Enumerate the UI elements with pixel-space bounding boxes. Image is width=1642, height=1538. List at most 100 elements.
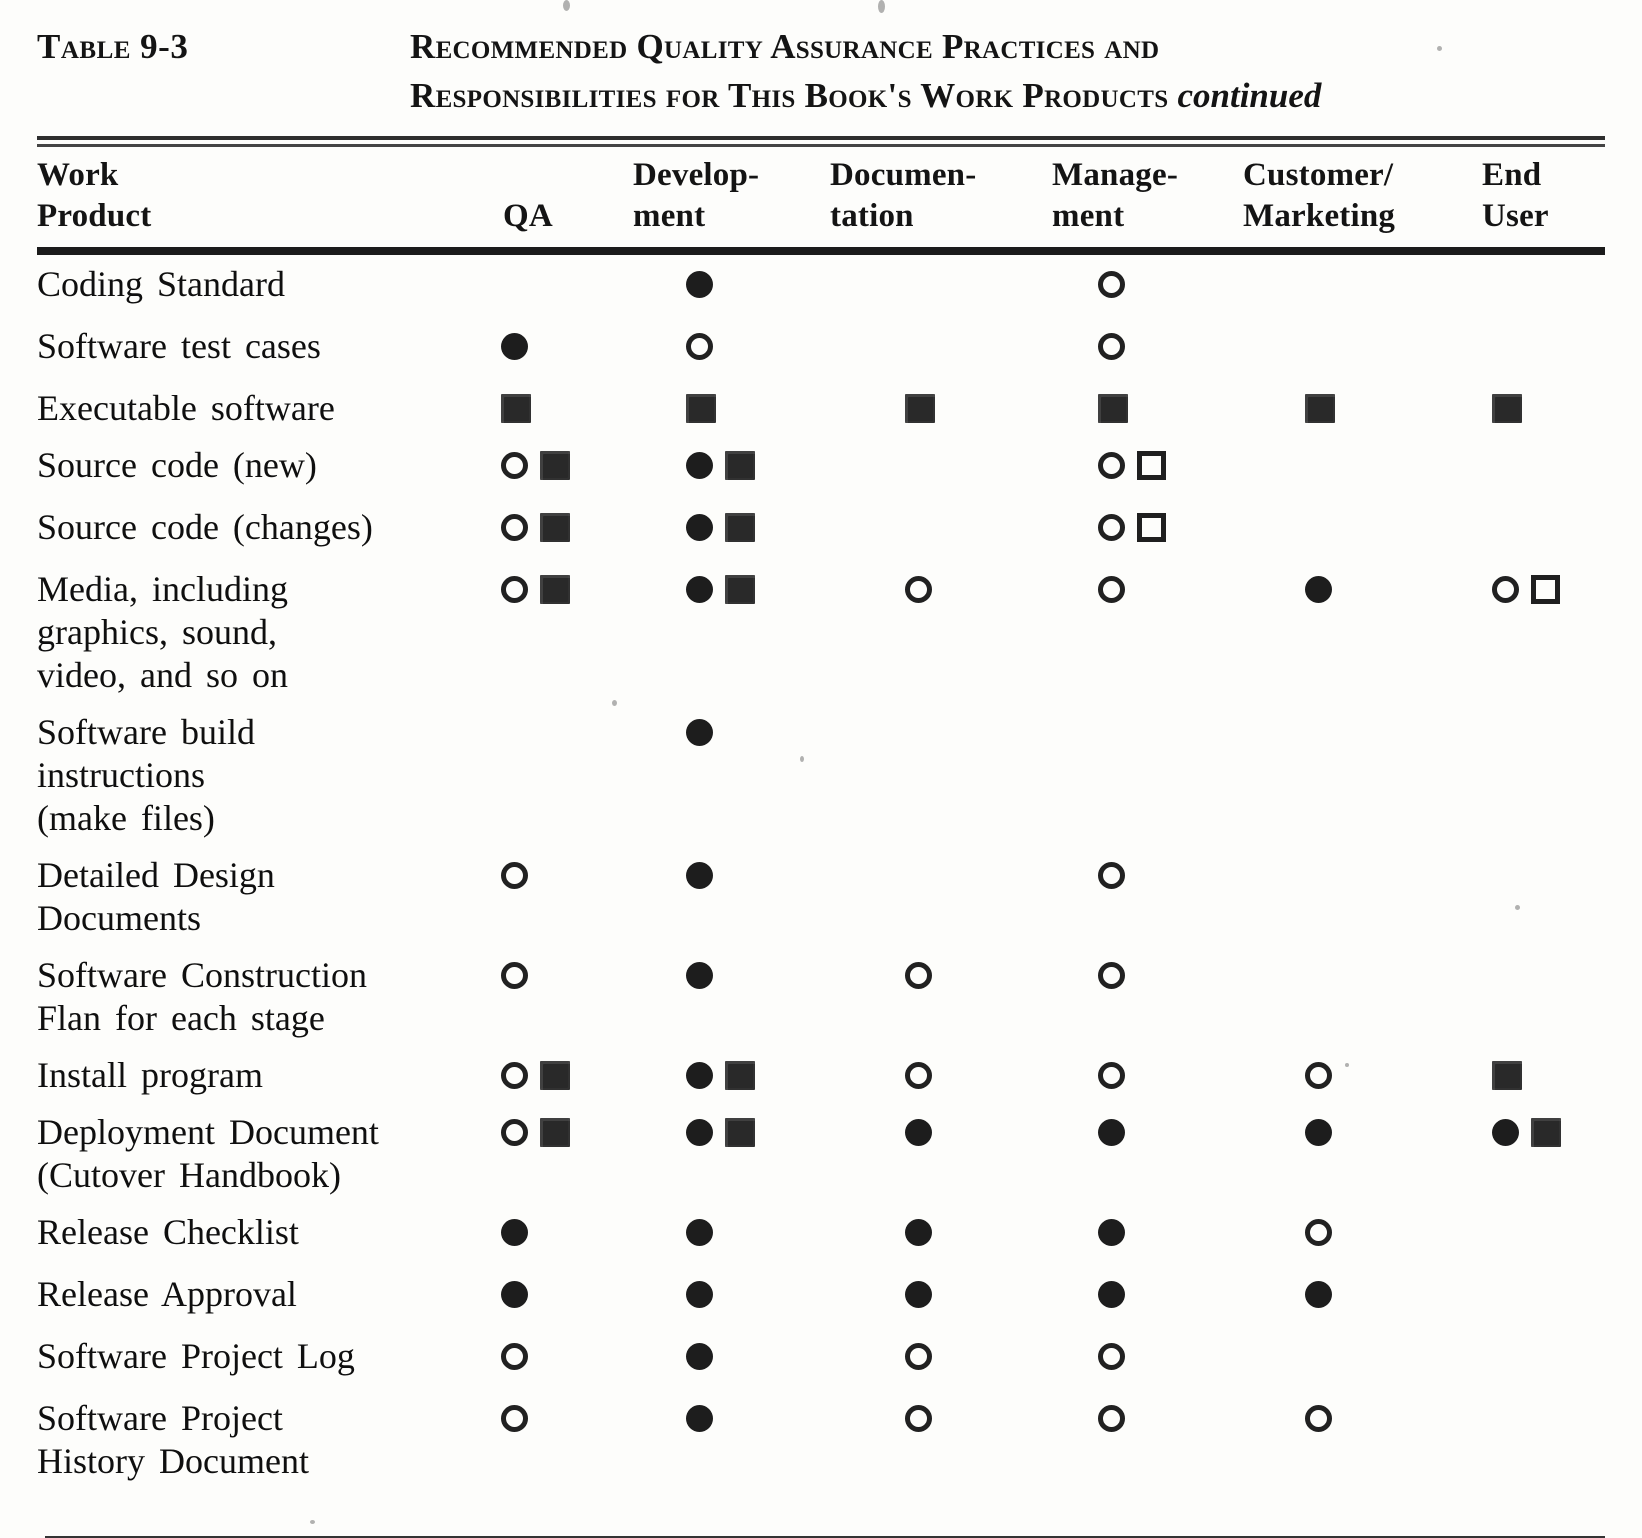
work-product-line: instructions xyxy=(37,755,205,795)
filled-circle-icon xyxy=(501,1219,528,1246)
scan-speckle xyxy=(800,756,804,762)
symbol-group xyxy=(1492,1111,1561,1154)
cell-qa xyxy=(495,1054,628,1097)
table-row: Source code (new) xyxy=(37,437,1605,499)
work-product-line: Source code (new) xyxy=(37,445,317,485)
symbol-group xyxy=(501,325,528,368)
open-circle-icon xyxy=(1305,1219,1332,1246)
header-line: ment xyxy=(633,198,706,234)
filled-square-icon xyxy=(725,513,755,542)
filled-square-icon xyxy=(686,394,716,423)
filled-square-icon xyxy=(540,513,570,542)
header-line xyxy=(503,155,628,196)
symbol-group xyxy=(501,854,528,897)
filled-square-icon xyxy=(540,451,570,480)
symbol-group xyxy=(686,1111,755,1154)
symbol-group xyxy=(1098,854,1125,897)
table-title-line1: Recommended Quality Assurance Practices … xyxy=(410,27,1160,66)
table-row: Executable software xyxy=(37,380,1605,437)
symbol-group xyxy=(905,1111,932,1154)
open-circle-icon xyxy=(1098,576,1125,603)
filled-square-icon xyxy=(1492,394,1522,423)
cell-documentation xyxy=(825,954,1048,1040)
table-row: Software build instructions (make files) xyxy=(37,704,1605,847)
symbol-group xyxy=(686,1397,713,1440)
work-product-line: (make files) xyxy=(37,798,215,838)
scan-speckle xyxy=(1437,46,1442,51)
symbol-group xyxy=(905,1054,932,1097)
cell-customer-marketing xyxy=(1240,1111,1478,1197)
cell-documentation xyxy=(825,1335,1048,1383)
work-product-name: Deployment Document (Cutover Handbook) xyxy=(37,1111,495,1197)
open-circle-icon xyxy=(501,576,528,603)
cell-end-user xyxy=(1478,444,1605,492)
work-product-name: Release Checklist xyxy=(37,1211,495,1259)
symbol-group xyxy=(905,1397,932,1440)
filled-circle-icon xyxy=(1098,1219,1125,1246)
symbol-group xyxy=(905,1211,932,1254)
cell-documentation xyxy=(825,1054,1048,1097)
cell-development xyxy=(628,444,825,492)
work-product-line: Release Checklist xyxy=(37,1212,299,1252)
open-circle-icon xyxy=(1305,1062,1332,1089)
symbol-group xyxy=(686,1335,713,1378)
cell-end-user xyxy=(1478,1211,1605,1259)
work-product-name: Media, including graphics, sound, video, a… xyxy=(37,568,495,697)
cell-end-user xyxy=(1478,506,1605,554)
open-square-icon xyxy=(1531,575,1560,604)
symbol-group xyxy=(1492,1054,1522,1097)
filled-circle-icon xyxy=(686,1062,713,1089)
filled-circle-icon xyxy=(905,1219,932,1246)
filled-square-icon xyxy=(725,1061,755,1090)
cell-management xyxy=(1048,325,1240,373)
column-header-management: Manage- ment xyxy=(1048,155,1240,237)
cell-documentation xyxy=(825,1111,1048,1197)
symbol-group xyxy=(905,1273,932,1316)
cell-development xyxy=(628,568,825,697)
work-product-line: graphics, sound, xyxy=(37,612,277,652)
filled-circle-icon xyxy=(1098,1281,1125,1308)
work-product-name: Source code (changes) xyxy=(37,506,495,554)
symbol-group xyxy=(1098,1335,1125,1378)
filled-circle-icon xyxy=(1305,576,1332,603)
cell-qa xyxy=(495,568,628,697)
work-product-name: Software build instructions (make files) xyxy=(37,711,495,840)
top-double-rule xyxy=(37,136,1605,147)
filled-circle-icon xyxy=(686,1405,713,1432)
symbol-group xyxy=(501,1211,528,1254)
column-header-end-user: End User xyxy=(1478,155,1605,237)
filled-circle-icon xyxy=(1492,1119,1519,1146)
open-circle-icon xyxy=(1098,271,1125,298)
cell-documentation xyxy=(825,1397,1048,1483)
symbol-group xyxy=(905,954,932,997)
scan-speckle xyxy=(563,0,570,11)
cell-documentation xyxy=(825,568,1048,697)
work-product-line: Software build xyxy=(37,712,255,752)
cell-end-user xyxy=(1478,325,1605,373)
cell-customer-marketing xyxy=(1240,1054,1478,1097)
open-circle-icon xyxy=(501,1343,528,1370)
table-row: Coding Standard xyxy=(37,256,1605,318)
cell-development xyxy=(628,1397,825,1483)
header-line: End xyxy=(1482,157,1542,193)
cell-end-user xyxy=(1478,1397,1605,1483)
filled-circle-icon xyxy=(686,962,713,989)
symbol-group xyxy=(1305,1111,1332,1154)
symbol-group xyxy=(1098,325,1125,368)
filled-circle-icon xyxy=(905,1119,932,1146)
cell-documentation xyxy=(825,506,1048,554)
symbol-group xyxy=(1305,387,1335,430)
open-square-icon xyxy=(1137,513,1166,542)
work-product-name: Release Approval xyxy=(37,1273,495,1321)
filled-circle-icon xyxy=(686,1119,713,1146)
header-line: Product xyxy=(37,198,152,234)
symbol-group xyxy=(905,568,932,611)
cell-end-user xyxy=(1478,1335,1605,1383)
filled-circle-icon xyxy=(686,1281,713,1308)
work-product-line: Detailed Design xyxy=(37,855,275,895)
open-circle-icon xyxy=(501,962,528,989)
cell-development xyxy=(628,711,825,840)
cell-customer-marketing xyxy=(1240,854,1478,940)
work-product-line: Source code (changes) xyxy=(37,507,373,547)
table-row: Software Project History Document xyxy=(37,1390,1605,1490)
